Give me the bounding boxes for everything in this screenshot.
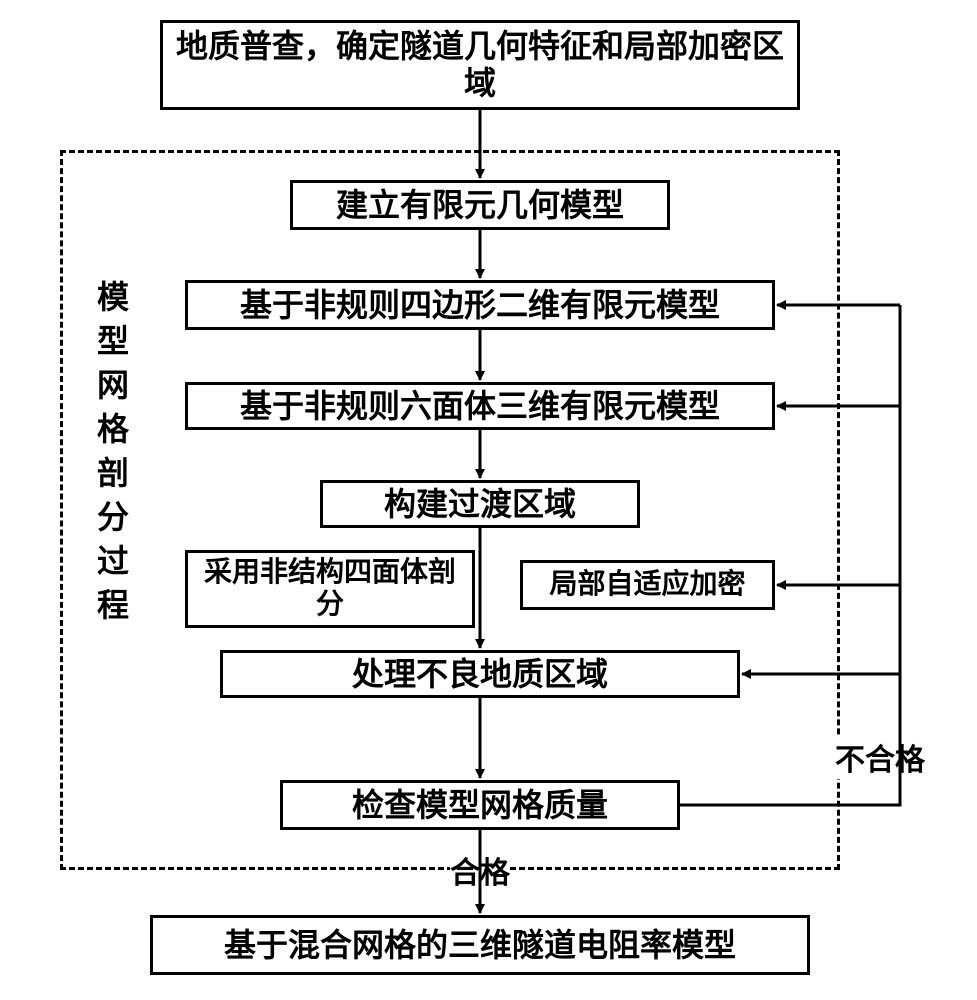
node-transition-region: 构建过渡区域 — [320, 480, 640, 528]
node-bad-geology: 处理不良地质区域 — [220, 650, 740, 698]
node-2d-quad-model: 基于非规则四边形二维有限元模型 — [185, 280, 775, 330]
flowchart-container: 模型网格剖分过程 地质普查，确定隧道几何特征和局部加密区域 建立有限元几何模型 … — [20, 20, 957, 980]
label-pass: 合格 — [450, 848, 510, 892]
node-3d-hex-model: 基于非规则六面体三维有限元模型 — [185, 382, 775, 430]
label-fail: 不合格 — [835, 735, 925, 779]
process-group-label: 模型网格剖分过程 — [88, 280, 134, 632]
node-check-mesh-quality: 检查模型网格质量 — [280, 780, 680, 830]
node-adaptive-refine: 局部自适应加密 — [520, 560, 775, 610]
node-geological-survey: 地质普查，确定隧道几何特征和局部加密区域 — [160, 20, 800, 110]
node-final-model: 基于混合网格的三维隧道电阻率模型 — [150, 915, 810, 975]
node-build-fem-model: 建立有限元几何模型 — [290, 180, 670, 230]
node-tetra-mesh: 采用非结构四面体剖分 — [185, 550, 475, 628]
